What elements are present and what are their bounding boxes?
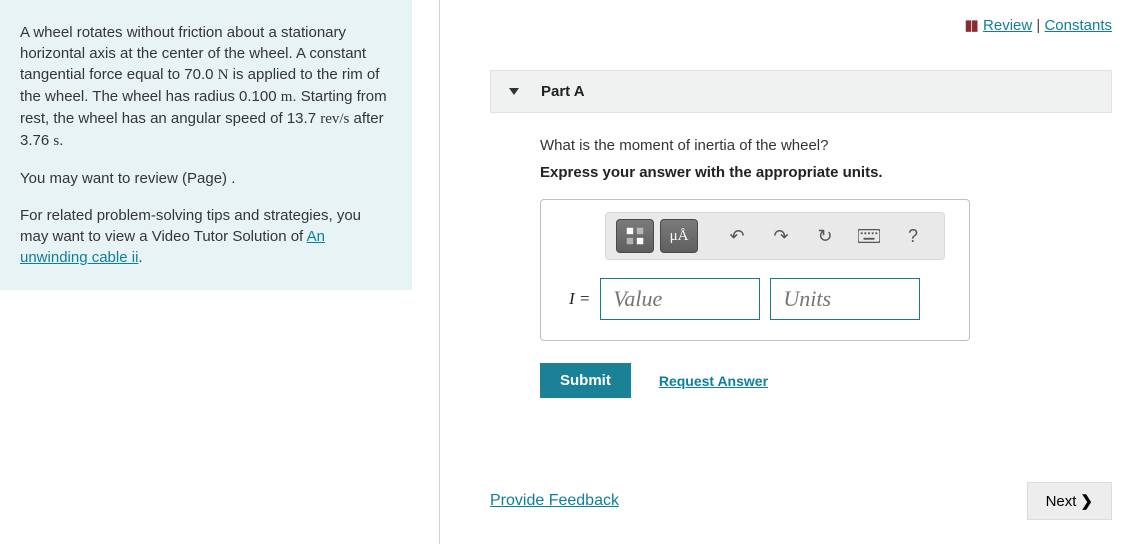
templates-button[interactable] (616, 219, 654, 253)
next-button[interactable]: Next ❯ (1027, 482, 1112, 520)
variable-label: I = (569, 289, 590, 309)
left-panel: A wheel rotates without friction about a… (0, 0, 440, 544)
text-segment: . (59, 132, 63, 149)
question-text: What is the moment of inertia of the whe… (540, 137, 1112, 154)
action-row: Submit Request Answer (540, 363, 1112, 398)
bottom-row: Provide Feedback Next ❯ (490, 482, 1112, 520)
units-input[interactable] (770, 278, 920, 320)
constants-link[interactable]: Constants (1044, 17, 1112, 34)
right-panel: ▮▮ Review | Constants Part A What is the… (440, 0, 1146, 544)
formula-toolbar: μÅ ↶ ↷ ↻ ? (605, 212, 945, 260)
problem-paragraph-3: For related problem-solving tips and str… (20, 205, 392, 268)
answer-input-row: I = (569, 278, 949, 320)
unit-rev-per-s: rev/s (320, 111, 349, 127)
link-separator: | (1032, 17, 1044, 34)
undo-button[interactable]: ↶ (718, 219, 756, 253)
keyboard-icon (858, 229, 880, 243)
symbols-label: μÅ (670, 228, 689, 245)
chevron-right-icon: ❯ (1080, 492, 1093, 510)
provide-feedback-link[interactable]: Provide Feedback (490, 492, 619, 510)
templates-icon (624, 225, 646, 247)
instruction-text: Express your answer with the appropriate… (540, 164, 1112, 181)
part-header[interactable]: Part A (490, 70, 1112, 113)
symbols-button[interactable]: μÅ (660, 219, 698, 253)
question-block: What is the moment of inertia of the whe… (490, 137, 1112, 398)
next-label: Next (1046, 493, 1077, 510)
help-button[interactable]: ? (894, 219, 932, 253)
caret-down-icon (509, 88, 519, 95)
value-input[interactable] (600, 278, 760, 320)
unit-newton: N (218, 67, 229, 83)
keyboard-button[interactable] (850, 219, 888, 253)
problem-statement: A wheel rotates without friction about a… (0, 0, 412, 290)
unit-meter: m (281, 89, 293, 105)
top-links: ▮▮ Review | Constants (490, 0, 1112, 70)
text-segment: . (138, 249, 142, 266)
answer-frame: μÅ ↶ ↷ ↻ ? I = (540, 199, 970, 341)
reset-button[interactable]: ↻ (806, 219, 844, 253)
submit-button[interactable]: Submit (540, 363, 631, 398)
redo-button[interactable]: ↷ (762, 219, 800, 253)
book-icon: ▮▮ (964, 17, 977, 34)
request-answer-link[interactable]: Request Answer (659, 373, 768, 389)
part-title: Part A (541, 83, 585, 100)
problem-paragraph-2: You may want to review (Page) . (20, 168, 392, 189)
review-link[interactable]: Review (983, 17, 1032, 34)
problem-paragraph-1: A wheel rotates without friction about a… (20, 22, 392, 152)
